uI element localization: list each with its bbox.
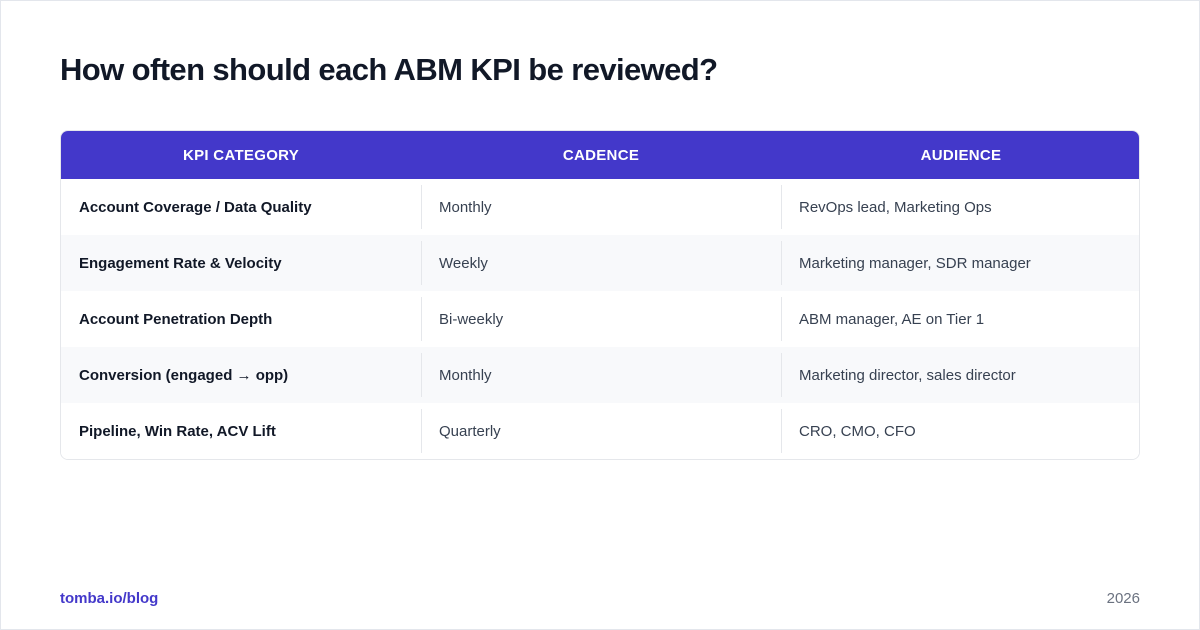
kpi-cell: Pipeline, Win Rate, ACV Lift [79, 422, 276, 440]
table-row: Conversion (engaged → opp) Monthly Marke… [61, 347, 1139, 403]
cadence-cell: Bi-weekly [421, 291, 781, 347]
audience-cell: CRO, CMO, CFO [781, 403, 1139, 459]
kpi-cell: Engagement Rate & Velocity [79, 254, 282, 272]
cadence-cell: Monthly [421, 347, 781, 403]
table-row: Engagement Rate & Velocity Weekly Market… [61, 235, 1139, 291]
page-title: How often should each ABM KPI be reviewe… [60, 52, 718, 87]
audience-cell: Marketing manager, SDR manager [781, 235, 1139, 291]
cadence-cell: Monthly [421, 179, 781, 235]
cadence-cell: Quarterly [421, 403, 781, 459]
column-header-kpi-category: KPI CATEGORY [182, 146, 300, 164]
kpi-table: KPI CATEGORY CADENCE AUDIENCE Account Co… [60, 130, 1140, 460]
kpi-cell: Account Penetration Depth [79, 310, 273, 328]
table-row: Pipeline, Win Rate, ACV Lift Quarterly C… [61, 403, 1139, 459]
cadence-cell: Weekly [421, 235, 781, 291]
table-header: KPI CATEGORY CADENCE AUDIENCE [61, 131, 1139, 179]
column-header-cadence: CADENCE [562, 146, 640, 164]
blog-link[interactable]: tomba.io/blog [60, 590, 159, 607]
table-row: Account Coverage / Data Quality Monthly … [61, 179, 1139, 235]
footer-year: 2026 [1106, 590, 1140, 607]
table-row: Account Penetration Depth Bi-weekly ABM … [61, 291, 1139, 347]
audience-cell: RevOps lead, Marketing Ops [781, 179, 1139, 235]
column-header-audience: AUDIENCE [920, 146, 1002, 164]
kpi-cell: Conversion (engaged → opp) [79, 366, 289, 384]
audience-cell: Marketing director, sales director [781, 347, 1139, 403]
kpi-cell: Account Coverage / Data Quality [79, 198, 312, 216]
audience-cell: ABM manager, AE on Tier 1 [781, 291, 1139, 347]
